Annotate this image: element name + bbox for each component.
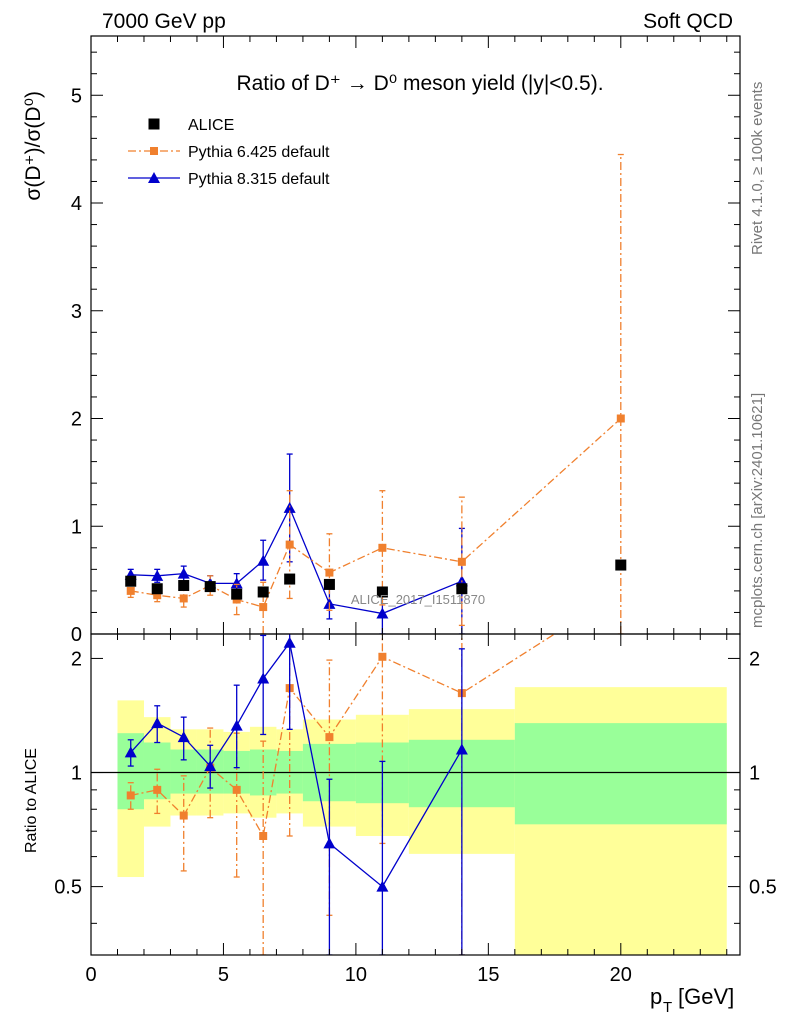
main-point-alice-9 [456, 583, 468, 595]
ratio-point-pythia-8-315-default-9 [455, 743, 468, 755]
ratio-axes: 0 5 10 15 20 0.5 0.5 1 1 2 2 [54, 633, 777, 986]
main-y-tick-label-5: 5 [71, 85, 82, 107]
ratio-point-pythia-8-315-default-0 [124, 746, 137, 758]
x-axis-label-unit: [GeV] [678, 984, 734, 1009]
main-line-pythia-6-425-default [130, 418, 622, 608]
legend-marker-pythia-6-425-default [150, 147, 158, 155]
legend: ALICE Pythia 6.425 default Pythia 8.315 de… [128, 117, 330, 188]
ratio-line-pythia-6-425-default [130, 634, 555, 838]
main-point-alice-5 [257, 586, 269, 598]
main-point-pythia-8-315-default-5 [257, 554, 270, 566]
legend-label-alice: ALICE [188, 117, 234, 134]
main-line-pythia-8-315-default [130, 506, 463, 615]
x-axis-label-sub: T [663, 999, 672, 1016]
ratio-point-pythia-6-425-default-2 [179, 811, 188, 820]
ratio-point-pythia-8-315-default-7 [323, 837, 336, 849]
x-tick-label-3: 15 [477, 964, 499, 986]
main-point-alice-3 [204, 581, 216, 593]
main-point-alice-2 [178, 580, 190, 592]
main-point-alice-4 [231, 588, 243, 600]
ratio-point-pythia-6-425-default-7 [325, 733, 334, 742]
legend-marker-alice [148, 118, 160, 130]
x-tick-label-2: 10 [345, 964, 367, 986]
ratio-point-pythia-8-315-default-1 [151, 717, 164, 729]
main-point-pythia-8-315-default-2 [177, 567, 190, 579]
ratio-panel: 0 5 10 15 20 0.5 0.5 1 1 2 2 Ratio to ALICE p T [G… [23, 633, 777, 1016]
ratio-point-pythia-6-425-default-1 [153, 785, 162, 794]
legend-label-pythia-8-315-default: Pythia 8.315 default [188, 171, 330, 188]
legend-label-pythia-6-425-default: Pythia 6.425 default [188, 144, 330, 161]
ratio-y-tick-label-left-1: 1 [71, 763, 82, 785]
main-point-alice-8 [376, 586, 388, 598]
ratio-point-pythia-8-315-default-8 [376, 880, 389, 892]
ratio-point-pythia-6-425-default-5 [259, 831, 268, 840]
main-point-pythia-6-425-default-9 [457, 557, 466, 566]
ratio-y-axis-label: Ratio to ALICE [23, 748, 40, 853]
main-y-tick-label-0: 0 [71, 624, 82, 646]
ratio-point-pythia-6-425-default-0 [126, 791, 135, 800]
ratio-point-pythia-8-315-default-3 [204, 760, 217, 772]
main-point-pythia-6-425-default-5 [259, 603, 268, 612]
ratio-band-inner-10 [514, 723, 727, 825]
main-y-tick-label-4: 4 [71, 193, 82, 215]
main-point-pythia-6-425-default-6 [285, 540, 294, 549]
main-point-pythia-6-425-default-2 [179, 594, 188, 603]
main-point-pythia-6-425-default-1 [153, 591, 162, 600]
main-point-alice-6 [284, 573, 296, 585]
ratio-point-pythia-8-315-default-5 [257, 672, 270, 684]
main-point-pythia-8-315-default-8 [376, 607, 389, 619]
ratio-point-pythia-6-425-default-8 [378, 652, 387, 661]
main-y-tick-label-2: 2 [71, 409, 82, 431]
ratio-line-pythia-8-315-default [130, 641, 463, 888]
x-axis-label: p T [GeV] [650, 984, 734, 1016]
rivet-version-label: Rivet 4.1.0, ≥ 100k events [749, 82, 766, 255]
ratio-y-tick-label-right-0: 0.5 [749, 877, 777, 899]
ratio-point-pythia-6-425-default-4 [232, 785, 241, 794]
ratio-y-tick-label-left-0: 0.5 [54, 877, 82, 899]
main-point-pythia-6-425-default-0 [126, 586, 135, 595]
main-point-pythia-6-425-default-7 [325, 568, 334, 577]
ratio-uncertainty-bands [91, 687, 740, 955]
main-point-pythia-6-425-default-10 [616, 414, 625, 423]
x-axis-label-main: p [650, 984, 662, 1009]
main-axes: 0 1 2 3 4 5 [71, 35, 741, 646]
main-point-alice-0 [125, 575, 137, 587]
main-series-layer [124, 153, 627, 634]
header-energy-label: 7000 GeV pp [102, 10, 226, 33]
ratio-series-layer [124, 634, 555, 955]
ratio-point-pythia-8-315-default-6 [283, 636, 296, 648]
main-point-alice-10 [615, 559, 627, 571]
header-process-label: Soft QCD [643, 10, 733, 33]
main-point-alice-7 [323, 578, 335, 590]
legend-marker-pythia-8-315-default [148, 172, 160, 183]
main-panel: 0 1 2 3 4 5 Ratio of D⁺ → D⁰ meson yield (|y|… [22, 35, 741, 646]
main-y-tick-label-1: 1 [71, 516, 82, 538]
x-tick-label-0: 0 [85, 964, 96, 986]
mcplots-label: mcplots.cern.ch [arXiv:2401.10621] [749, 393, 766, 628]
ratio-point-pythia-8-315-default-2 [177, 731, 190, 743]
analysis-watermark: ALICE_2017_I1511870 [351, 592, 485, 607]
main-point-pythia-8-315-default-1 [151, 569, 164, 581]
x-tick-label-4: 20 [610, 964, 632, 986]
ratio-y-tick-label-right-1: 1 [749, 763, 760, 785]
main-point-alice-1 [151, 583, 163, 595]
main-y-axis-label: σ(D⁺)/σ(D⁰) [22, 91, 45, 201]
ratio-y-tick-label-left-2: 2 [71, 648, 82, 670]
ratio-y-tick-label-right-2: 2 [749, 648, 760, 670]
ratio-point-pythia-8-315-default-4 [230, 719, 243, 731]
main-point-pythia-6-425-default-8 [378, 543, 387, 552]
main-y-tick-label-3: 3 [71, 301, 82, 323]
main-point-pythia-8-315-default-4 [230, 577, 243, 589]
x-tick-label-1: 5 [218, 964, 229, 986]
chart-title: Ratio of D⁺ → D⁰ meson yield (|y|<0.5). [236, 72, 603, 95]
